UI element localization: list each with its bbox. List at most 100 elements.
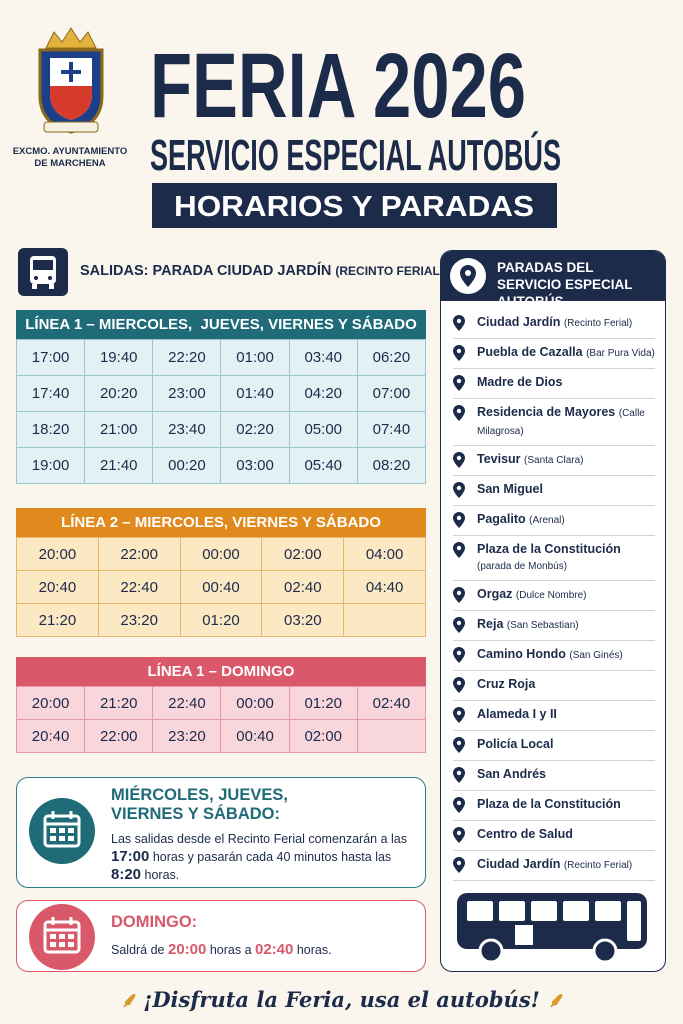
stop-name: Reja [477,617,504,631]
time-cell: 18:20 [17,412,86,448]
time-cell: 21:20 [85,687,154,720]
subtitle: SERVICIO ESPECIAL AUTOBÚS [150,130,561,180]
time-cell: 20:00 [17,538,99,571]
time-cell: 08:20 [357,448,426,484]
time-cell: 00:00 [180,538,263,571]
time-cell: 22:20 [153,340,222,376]
info-time: 8:20 [111,866,142,883]
time-cell: 02:00 [289,720,358,753]
stop-name: Centro de Salud [477,827,573,841]
stop-detail: (Calle Milagrosa) [477,408,645,437]
stop: Ciudad Jardín (Recinto Ferial) [453,309,655,339]
pin [453,617,465,633]
info-text-part: Saldrá de [111,943,168,957]
stop: Plaza de la Constitución (parada de Monb… [453,536,655,581]
stop-name: Plaza de la Constitución [477,797,621,811]
stop: Pagalito (Arenal) [453,506,655,536]
stop: Camino Hondo (San Ginés) [453,641,655,671]
time-cell: 02:00 [262,538,345,571]
stop-name: Cruz Roja [477,677,536,691]
pin [453,315,465,331]
schedule-grid: 20:00 21:20 22:40 00:00 01:20 02:40 20:40 22:00… [16,686,426,753]
stop-name: Puebla de Cazalla [477,345,583,359]
time-cell: 00:00 [221,687,290,720]
stop: San Andrés [453,761,655,791]
time-cell: 02:40 [357,687,426,720]
stop-name: Orgaz [477,587,513,601]
pin [453,405,465,421]
stop-detail: (San Sebastian) [506,620,579,631]
info-box: MIÉRCOLES, JUEVES, VIERNES Y SÁBADO: Las … [16,777,426,888]
stop-text: Alameda I y II [477,706,557,722]
ornament: ⸙ [120,987,144,1012]
stop: Residencia de Mayores (Calle Milagrosa) [453,399,655,446]
stop-text: Plaza de la Constitución (parada de Monb… [477,541,655,575]
time-cell: 02:40 [262,571,345,604]
stop-name: Alameda I y II [477,707,557,721]
stop-text: Puebla de Cazalla (Bar Pura Vida) [477,344,655,362]
stop-text: Madre de Dios [477,374,562,390]
stop-name: San Miguel [477,482,543,496]
stop-name: Ciudad Jardín [477,857,561,871]
stop: Tevisur (Santa Clara) [453,446,655,476]
time-cell: 23:20 [153,720,222,753]
departures-label: SALIDAS: PARADA CIUDAD JARDÍN [80,263,332,279]
calendar-svg [43,811,81,848]
schedule: LÍNEA 1 – DOMINGO 20:00 21:20 22:40 00:00 01:… [16,657,426,753]
stop-text: Ciudad Jardín (Recinto Ferial) [477,856,632,874]
stop-detail: (San Ginés) [569,650,623,661]
coat-of-arms [38,27,104,134]
info-title: DOMINGO: [111,913,198,931]
stop-text: Reja (San Sebastian) [477,616,579,634]
footer-text: ¡Disfruta la Feria, usa el autobús! [143,987,540,1012]
stop-text: Ciudad Jardín (Recinto Ferial) [477,314,632,332]
calendar-icon [29,798,95,864]
pin [453,375,465,391]
time-cell: 03:40 [289,340,358,376]
stop-name: Camino Hondo [477,647,566,661]
time-cell: 21:20 [17,604,99,637]
stop-text: Orgaz (Dulce Nombre) [477,586,587,604]
time-cell: 22:00 [85,720,154,753]
time-cell: 20:20 [85,376,154,412]
stop-name: Plaza de la Constitución [477,542,621,556]
org-line: DE MARCHENA [34,158,106,169]
stop-detail: (Recinto Ferial) [563,860,633,871]
info-time: 02:40 [255,941,294,958]
time-cell: 01:00 [221,340,290,376]
time-cell: 05:40 [289,448,358,484]
stop: Puebla de Cazalla (Bar Pura Vida) [453,339,655,369]
stop-text: San Andrés [477,766,546,782]
schedule-title: LÍNEA 2 – MIERCOLES, VIERNES Y SÁBADO [16,508,426,537]
info-text-part: horas y pasarán cada 40 minutos hasta la… [149,850,392,864]
pin [453,797,465,813]
stop-name: Ciudad Jardín [477,315,561,329]
schedule: LÍNEA 1 – MIERCOLES, JUEVES, VIERNES Y S… [16,310,426,484]
time-cell: 04:00 [344,538,426,571]
stops-panel: PARADAS DEL SERVICIO ESPECIAL AUTOBÚS Ci… [440,250,666,972]
time-cell: 02:20 [221,412,290,448]
pin [453,707,465,723]
stop-text: San Miguel [477,481,543,497]
pin-badge [450,258,486,294]
time-cell: 20:00 [17,687,86,720]
time-cell: 00:40 [221,720,290,753]
stop-text: Policía Local [477,736,553,752]
banner-bg [152,183,557,228]
pin [453,512,465,528]
time-cell: 01:20 [180,604,263,637]
time-cell: 20:40 [17,571,99,604]
pin [453,542,465,558]
stop: Orgaz (Dulce Nombre) [453,581,655,611]
time-cell: 00:20 [153,448,222,484]
empty-cell [357,720,426,753]
time-cell: 21:00 [85,412,154,448]
info-title: MIÉRCOLES, JUEVES, VIERNES Y SÁBADO: [111,786,288,823]
stop-detail: (parada de Monbús) [477,561,568,572]
stop-name: San Andrés [477,767,547,781]
info-text-part: horas a [206,943,255,957]
time-cell: 04:40 [344,571,426,604]
time-cell: 01:20 [289,687,358,720]
ornament: ⸙ [539,987,563,1012]
time-cell: 03:00 [221,448,290,484]
